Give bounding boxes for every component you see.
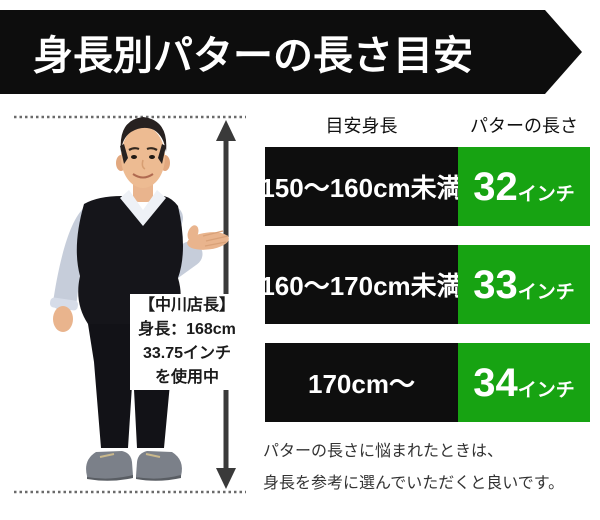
height-range-cell: 170cm〜 bbox=[265, 343, 458, 422]
putter-length-text: 32 インチ bbox=[473, 167, 575, 207]
putter-length-cell: 34 インチ bbox=[458, 343, 590, 422]
table-row: 170cm〜 34 インチ bbox=[265, 343, 590, 422]
length-value: 34 bbox=[473, 360, 518, 405]
table-row: 160〜170cm未満 33 インチ bbox=[260, 245, 590, 324]
manager-name: 【中川店長】 bbox=[138, 297, 235, 314]
column-header-height: 目安身長 bbox=[325, 116, 398, 136]
putter-length-text: 33 インチ bbox=[473, 265, 575, 305]
table-row: 150〜160cm未満 32 インチ bbox=[260, 147, 590, 226]
advice-note: パターの長さに悩まれたときは、 身長を参考に選んでいただくと良いです。 bbox=[263, 436, 564, 500]
manager-height: 身長：168cm bbox=[138, 321, 236, 338]
height-range-cell: 160〜170cm未満 bbox=[260, 245, 463, 324]
column-header-putter-length: パターの長さ bbox=[470, 116, 578, 136]
banner-arrow-shape bbox=[0, 10, 582, 94]
advice-note-line1: パターの長さに悩まれたときは、 bbox=[263, 443, 504, 460]
length-value: 32 bbox=[473, 164, 518, 209]
length-value: 33 bbox=[473, 262, 518, 307]
manager-putter-length: 33.75インチ bbox=[142, 345, 232, 362]
manager-usage-note: を使用中 bbox=[154, 369, 219, 386]
title-banner: 身長別パターの長さ目安 bbox=[0, 10, 582, 94]
length-unit: インチ bbox=[517, 379, 575, 401]
putter-length-cell: 33 インチ bbox=[458, 245, 590, 324]
length-unit: インチ bbox=[517, 281, 575, 303]
putter-length-cell: 32 インチ bbox=[458, 147, 590, 226]
manager-info: 【中川店長】 身長：168cm 33.75インチ を使用中 bbox=[130, 294, 244, 390]
length-unit: インチ bbox=[517, 183, 575, 205]
page-title: 身長別パターの長さ目安 bbox=[33, 34, 473, 78]
size-table: 150〜160cm未満 32 インチ 160〜170cm未満 33 インチ 17… bbox=[260, 147, 590, 422]
advice-note-line2: 身長を参考に選んでいただくと良いです。 bbox=[263, 475, 565, 492]
putter-length-text: 34 インチ bbox=[473, 363, 575, 403]
height-range-cell: 150〜160cm未満 bbox=[260, 147, 463, 226]
